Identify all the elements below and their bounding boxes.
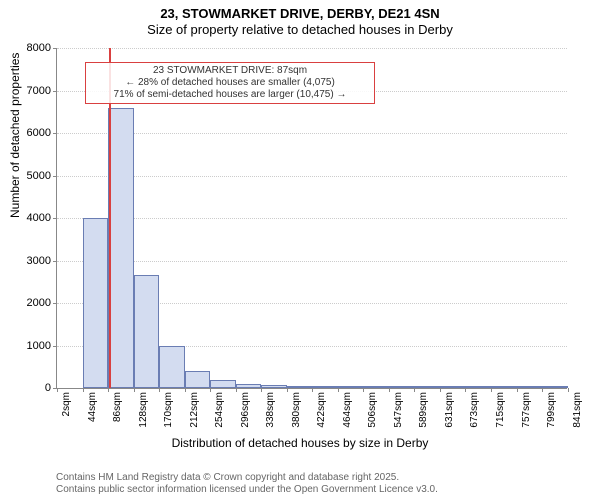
xtick-label: 170sqm — [163, 392, 174, 428]
ytick-label: 7000 — [27, 85, 57, 97]
footer-line2: Contains public sector information licen… — [56, 484, 438, 496]
footer: Contains HM Land Registry data © Crown c… — [56, 472, 438, 496]
xtick-label: 757sqm — [521, 392, 532, 428]
chart-container: 23, STOWMARKET DRIVE, DERBY, DE21 4SN Si… — [0, 0, 600, 500]
xtick-mark — [414, 388, 415, 392]
xtick-label: 128sqm — [138, 392, 149, 428]
xtick-label: 296sqm — [240, 392, 251, 428]
ytick-label: 3000 — [27, 255, 57, 267]
xtick-label: 380sqm — [291, 392, 302, 428]
ytick-label: 5000 — [27, 170, 57, 182]
xtick-label: 2sqm — [61, 392, 72, 416]
xtick-mark — [363, 388, 364, 392]
xtick-label: 506sqm — [367, 392, 378, 428]
ytick-label: 4000 — [27, 212, 57, 224]
xtick-mark — [338, 388, 339, 392]
xtick-label: 212sqm — [189, 392, 200, 428]
xtick-label: 44sqm — [87, 392, 98, 422]
histogram-bar — [312, 386, 338, 388]
histogram-bar — [236, 384, 262, 388]
ytick-label: 8000 — [27, 42, 57, 54]
histogram-bar — [134, 275, 160, 388]
histogram-bar — [491, 386, 517, 388]
xtick-mark — [491, 388, 492, 392]
annotation-line2: ← 28% of detached houses are smaller (4,… — [90, 77, 370, 89]
xtick-label: 86sqm — [112, 392, 123, 422]
ytick-label: 1000 — [27, 340, 57, 352]
xtick-mark — [568, 388, 569, 392]
xtick-label: 254sqm — [214, 392, 225, 428]
xtick-mark — [83, 388, 84, 392]
histogram-bar — [287, 386, 313, 388]
xtick-label: 547sqm — [393, 392, 404, 428]
xtick-label: 799sqm — [546, 392, 557, 428]
xtick-mark — [287, 388, 288, 392]
xtick-mark — [261, 388, 262, 392]
xtick-mark — [465, 388, 466, 392]
xtick-mark — [389, 388, 390, 392]
histogram-bar — [363, 386, 389, 388]
xtick-mark — [210, 388, 211, 392]
xtick-mark — [440, 388, 441, 392]
xtick-label: 338sqm — [265, 392, 276, 428]
xtick-mark — [517, 388, 518, 392]
xtick-label: 464sqm — [342, 392, 353, 428]
annotation-line3: 71% of semi-detached houses are larger (… — [90, 89, 370, 101]
ytick-label: 6000 — [27, 127, 57, 139]
histogram-bar — [542, 386, 568, 388]
histogram-bar — [517, 386, 543, 388]
histogram-bar — [414, 386, 440, 388]
chart-title-line1: 23, STOWMARKET DRIVE, DERBY, DE21 4SN — [0, 6, 600, 22]
xtick-label: 841sqm — [572, 392, 583, 428]
chart-title-line2: Size of property relative to detached ho… — [0, 22, 600, 38]
xtick-label: 673sqm — [469, 392, 480, 428]
histogram-bar — [338, 386, 364, 388]
xtick-label: 715sqm — [495, 392, 506, 428]
histogram-bar — [440, 386, 466, 388]
ytick-label: 2000 — [27, 297, 57, 309]
x-axis-label: Distribution of detached houses by size … — [0, 436, 600, 450]
histogram-bar — [83, 218, 109, 388]
xtick-label: 589sqm — [418, 392, 429, 428]
histogram-bar — [108, 108, 134, 389]
xtick-mark — [185, 388, 186, 392]
annotation-box: 23 STOWMARKET DRIVE: 87sqm ← 28% of deta… — [85, 62, 375, 104]
plot-area: 0100020003000400050006000700080002sqm44s… — [56, 48, 567, 389]
histogram-bar — [389, 386, 415, 388]
xtick-mark — [312, 388, 313, 392]
y-axis-label: Number of detached properties — [8, 53, 22, 218]
annotation-line1: 23 STOWMARKET DRIVE: 87sqm — [90, 65, 370, 77]
histogram-bar — [210, 380, 236, 389]
xtick-mark — [159, 388, 160, 392]
footer-line1: Contains HM Land Registry data © Crown c… — [56, 472, 438, 484]
histogram-bar — [261, 385, 287, 388]
xtick-mark — [236, 388, 237, 392]
gridline — [57, 48, 567, 49]
histogram-bar — [159, 346, 185, 389]
xtick-label: 631sqm — [444, 392, 455, 428]
histogram-bar — [465, 386, 491, 388]
histogram-bar — [185, 371, 211, 388]
xtick-mark — [134, 388, 135, 392]
xtick-mark — [108, 388, 109, 392]
xtick-mark — [542, 388, 543, 392]
ytick-label: 0 — [45, 382, 57, 394]
xtick-mark — [57, 388, 58, 392]
chart-title-block: 23, STOWMARKET DRIVE, DERBY, DE21 4SN Si… — [0, 0, 600, 39]
xtick-label: 422sqm — [316, 392, 327, 428]
